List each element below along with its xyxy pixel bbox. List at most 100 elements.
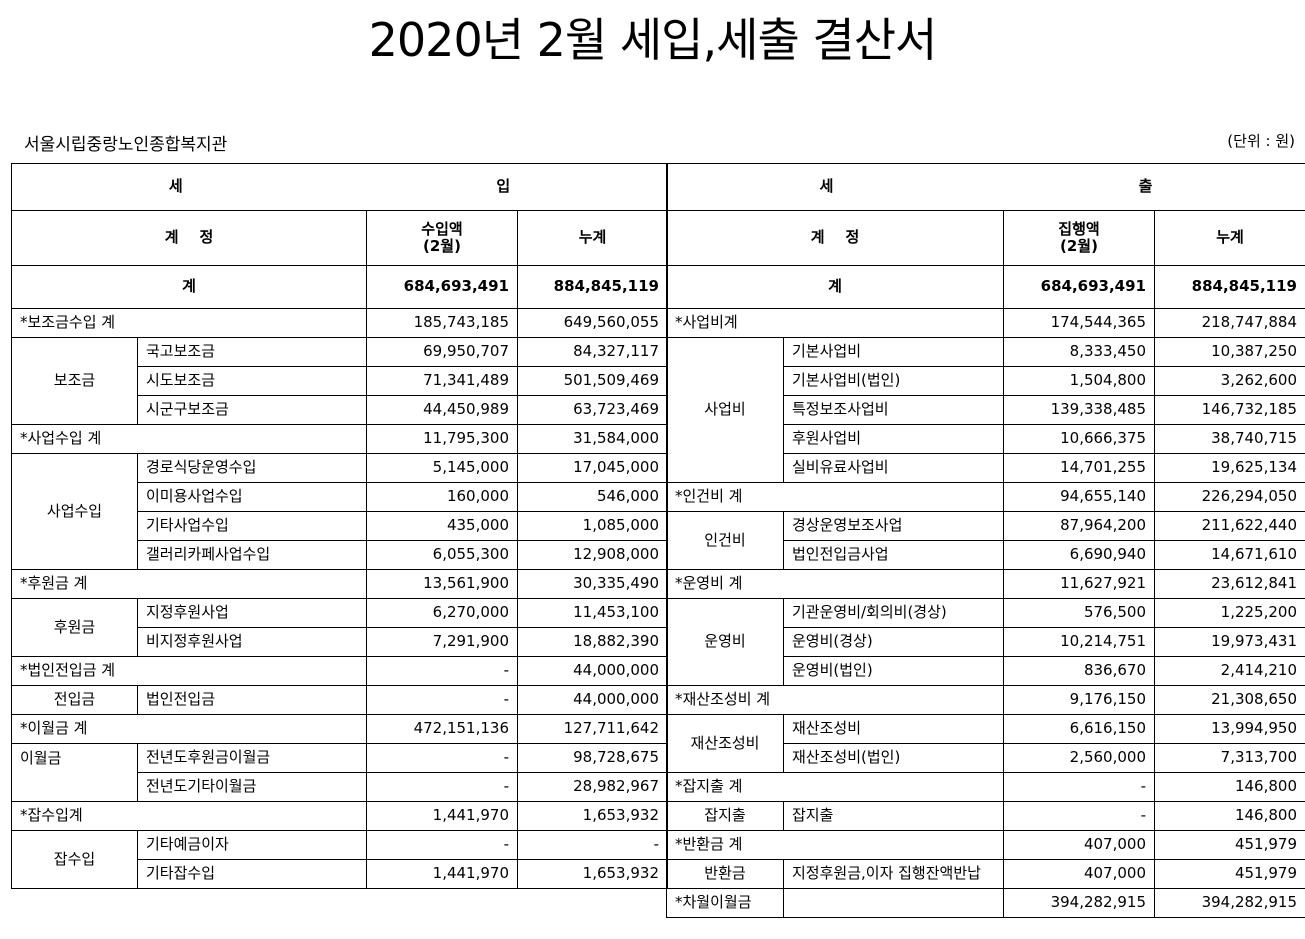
income-item-cumulative: 17,045,000 [517,453,668,483]
income-item-row: 사업수입 경로식당운영수입 5,145,000 17,045,000 [11,453,668,570]
income-item-cumulative: 44,000,000 [517,685,668,715]
expense-total-row: 계 684,693,491 884,845,119 [666,265,1305,309]
income-item-row: 이월금 전년도후원금이월금 - 98,728,675 [11,743,668,802]
income-item-cumulative: 546,000 [517,482,668,512]
income-section-row: *이월금 계 472,151,136 127,711,642 [11,714,668,744]
expense-header-left: 세 [819,177,834,196]
expense-item-name: 기본사업비 [783,337,1004,367]
income-item-amount: - [366,830,518,860]
expense-item-name: 재산조성비 [783,714,1004,744]
income-item-cumulative: 1,085,000 [517,511,668,541]
expense-item-row: 운영비(경상) 10,214,751 19,973,431 [667,627,1305,657]
income-section-amount: 472,151,136 [366,714,518,744]
expense-col-amount-line1: 집행액 [1058,219,1100,238]
expense-item-cumulative: 13,994,950 [1154,714,1305,744]
income-item-row: 기타사업수입 435,000 1,085,000 [12,511,668,541]
expense-category: 반환금 [666,859,784,889]
expense-item-cumulative: 3,262,600 [1154,366,1305,396]
income-item-row: 이미용사업수입 160,000 546,000 [12,482,668,512]
expense-item-cumulative: 19,625,134 [1154,453,1305,483]
income-item-name: 시군구보조금 [137,395,367,425]
expense-section-label: *사업비계 [666,308,1004,338]
expense-item-amount: 836,670 [1003,656,1155,686]
income-item-cumulative: 98,728,675 [517,743,668,773]
expense-item-name: 실비유료사업비 [783,453,1004,483]
income-section-label: *이월금 계 [11,714,367,744]
income-item-amount: 7,291,900 [366,627,518,657]
expense-category: 재산조성비 [666,714,784,773]
income-section-amount: 1,441,970 [366,801,518,831]
expense-section-row: *사업비계 174,544,365 218,747,884 [666,308,1305,338]
income-item-name: 전년도기타이월금 [137,772,367,802]
income-section-cumulative: 649,560,055 [517,308,668,338]
income-item-row: 비지정후원사업 7,291,900 18,882,390 [12,627,668,657]
income-category: 후원금 [11,598,138,657]
expense-item-cumulative: 146,732,185 [1154,395,1305,425]
income-section-row: *후원금 계 13,561,900 30,335,490 [11,569,668,599]
income-section-amount: 11,795,300 [366,424,518,454]
income-item-cumulative: 18,882,390 [517,627,668,657]
expense-item-row: 잡지출 잡지출 - 146,800 [666,801,1305,831]
organization-name: 서울시립중랑노인종합복지관 [24,135,228,155]
income-category: 전입금 [11,685,138,715]
expense-section-cumulative: 218,747,884 [1154,308,1305,338]
expense-item-amount: 10,214,751 [1003,627,1155,657]
income-item-amount: - [366,772,518,802]
income-category: 잡수입 [11,830,138,889]
expense-item-row: 운영비 기관운영비/회의비(경상) 576,500 1,225,200 [666,598,1305,686]
income-item-amount: 5,145,000 [366,453,518,483]
income-header-left: 세 [168,177,183,196]
income-item-name: 기타예금이자 [137,830,367,860]
document-title: 2020년 2월 세입,세출 결산서 [368,13,938,67]
expense-item-cumulative: 10,387,250 [1154,337,1305,367]
expense-section-label: *운영비 계 [666,569,1004,599]
income-item-amount: 160,000 [366,482,518,512]
income-section-cumulative: 30,335,490 [517,569,668,599]
expense-section-amount: 11,627,921 [1003,569,1155,599]
income-item-cumulative: 501,509,469 [517,366,668,396]
expense-item-row: 사업비 기본사업비 8,333,450 10,387,250 [666,337,1305,483]
income-col-account: 계 정 [11,210,367,266]
expense-col-amount-line2: (2월) [1060,237,1098,255]
expense-item-name: 기관운영비/회의비(경상) [783,598,1004,628]
expense-item-cumulative: 211,622,440 [1154,511,1305,541]
income-category: 사업수입 [11,453,138,570]
income-item-row: 기타잡수입 1,441,970 1,653,932 [12,859,668,889]
expense-category: 운영비 [666,598,784,686]
expense-total-label: 계 [666,265,1004,309]
income-item-amount: 6,270,000 [366,598,518,628]
expense-section-row: *반환금 계 407,000 451,979 [666,830,1305,860]
income-section-label: *잡수입계 [11,801,367,831]
income-section-row: *보조금수입 계 185,743,185 649,560,055 [11,308,668,338]
expense-item-name: 경상운영보조사업 [783,511,1004,541]
expense-total-cumulative: 884,845,119 [1154,265,1305,309]
expense-item-name: 특정보조사업비 [783,395,1004,425]
income-total-cumulative: 884,845,119 [517,265,668,309]
expense-section-row: *재산조성비 계 9,176,150 21,308,650 [666,685,1305,715]
expense-item-row: 운영비(법인) 836,670 2,414,210 [667,656,1305,686]
unit-label: (단위 : 원) [1227,132,1295,150]
income-item-amount: 435,000 [366,511,518,541]
expense-item-amount: 14,701,255 [1003,453,1155,483]
income-col-amount-line2: (2월) [423,237,461,255]
expense-section-cumulative: 226,294,050 [1154,482,1305,512]
income-header-right: 입 [496,177,511,196]
expense-item-amount: 139,338,485 [1003,395,1155,425]
expense-total-amount: 684,693,491 [1003,265,1155,309]
income-item-row: 보조금 국고보조금 69,950,707 84,327,117 [11,337,668,425]
expense-item-amount: 2,560,000 [1003,743,1155,773]
income-item-amount: - [366,685,518,715]
expense-section-row: *인건비 계 94,655,140 226,294,050 [666,482,1305,512]
income-item-row: 후원금 지정후원사업 6,270,000 11,453,100 [11,598,668,657]
income-item-name: 국고보조금 [137,337,367,367]
expense-section-cumulative: 451,979 [1154,830,1305,860]
expense-category: 사업비 [666,337,784,483]
expense-item-amount: 10,666,375 [1003,424,1155,454]
income-section-cumulative: 31,584,000 [517,424,668,454]
expense-section-amount: - [1003,772,1155,802]
income-item-amount: 1,441,970 [366,859,518,889]
income-item-name: 경로식당운영수입 [137,453,367,483]
income-item-name: 법인전입금 [137,685,367,715]
